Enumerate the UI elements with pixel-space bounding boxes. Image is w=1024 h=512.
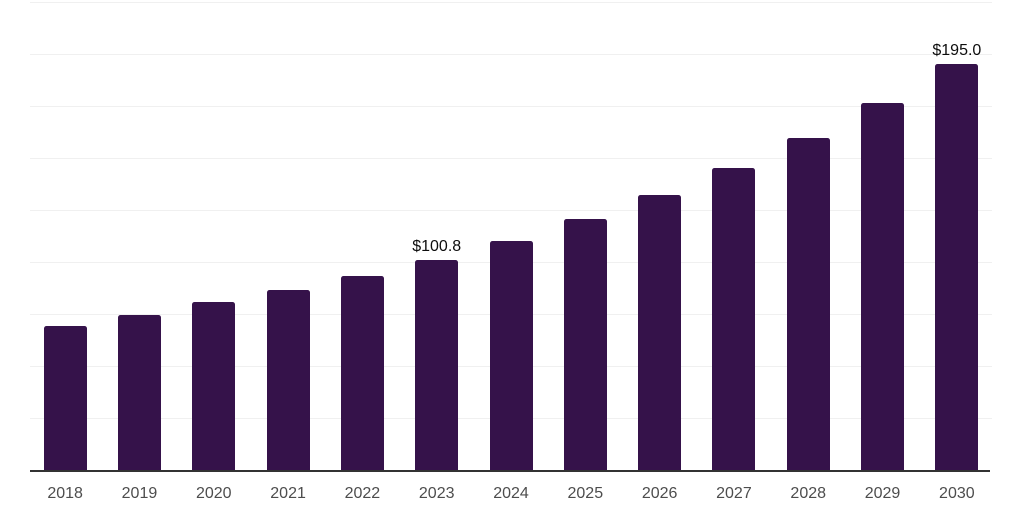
gridline-150: [30, 158, 992, 159]
bar-2029: [861, 102, 905, 470]
x-tick-label-2020: 2020: [195, 485, 232, 502]
bar-2022: [340, 275, 384, 470]
x-tick-label-2023: 2023: [418, 485, 455, 502]
x-tick-label-2021: 2021: [270, 485, 306, 502]
value-label-2023: $100.8: [412, 238, 462, 256]
x-tick-label-2026: 2026: [641, 485, 678, 502]
gridline-200: [30, 54, 992, 55]
bar-2020: [192, 302, 236, 470]
value-label-2030: $195.0: [932, 42, 982, 60]
x-axis-labels: 2018 2019 2020 2021 2022 2023 2024 2025 2026 2027…: [28, 484, 994, 506]
bar-2028: [786, 138, 830, 470]
bar-2023: [415, 260, 459, 470]
x-tick-label-2022: 2022: [344, 485, 381, 502]
gridline-175: [30, 106, 992, 107]
x-tick-label-2019: 2019: [121, 485, 158, 502]
bar-2025: [563, 219, 607, 470]
x-tick-label-2030: 2030: [939, 485, 975, 502]
bar-2021: [266, 290, 310, 470]
x-axis-line: [30, 470, 990, 472]
x-tick-label-2025: 2025: [567, 485, 604, 502]
bar-2030: [935, 64, 979, 470]
bar-2026: [638, 195, 682, 470]
bar-2024: [489, 241, 533, 470]
bar-2018: [43, 326, 87, 470]
gridline-225: [30, 2, 992, 3]
x-tick-label-2018: 2018: [47, 485, 83, 502]
bar-2027: [712, 168, 756, 470]
x-tick-label-2029: 2029: [864, 485, 901, 502]
x-tick-label-2024: 2024: [493, 485, 529, 502]
gridline-125: [30, 210, 992, 211]
x-tick-label-2027: 2027: [716, 485, 752, 502]
bar-2019: [117, 315, 161, 470]
plot-area: $100.8 $195.0: [28, 2, 994, 472]
x-tick-label-2028: 2028: [790, 485, 827, 502]
